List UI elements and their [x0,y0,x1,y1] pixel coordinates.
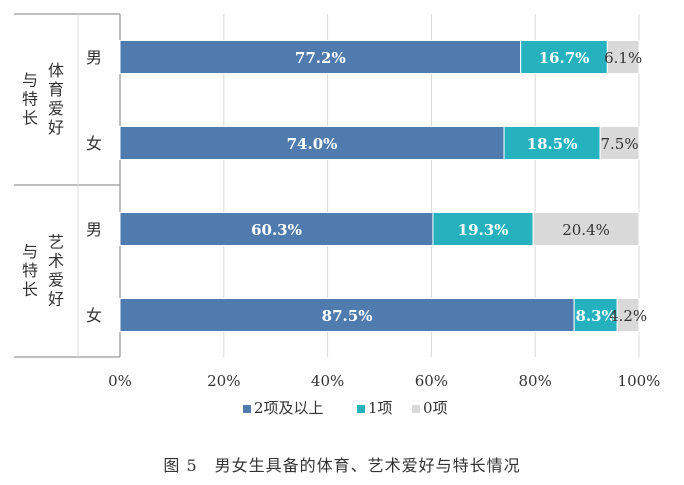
data-label: 19.3% [458,221,509,239]
bar-segment [520,40,608,74]
x-tick-label: 100% [618,372,661,390]
bar-segment [606,40,640,74]
bar-segment [503,126,601,160]
data-label: 18.5% [527,135,578,153]
data-label: 7.5% [600,135,638,153]
bar-segment [573,298,618,332]
category-label: 女 [86,134,102,153]
bar-segment [432,212,534,246]
bar-segment [119,298,575,332]
data-label: 87.5% [322,307,373,325]
bar-segment [119,126,505,160]
x-tick-label: 40% [311,372,344,390]
x-tick-label: 80% [519,372,552,390]
data-label: 16.7% [539,49,590,67]
legend-label: 0项 [423,399,448,417]
figure-caption: 图 5 男女生具备的体育、艺术爱好与特长情况 [163,456,521,475]
data-label: 20.4% [562,221,610,239]
legend-label: 1项 [368,399,393,417]
x-tick-label: 60% [415,372,448,390]
category-label: 男 [86,220,102,239]
data-label: 60.3% [251,221,302,239]
group-label: 与特长 [22,242,38,299]
bar-segment [599,126,640,160]
data-label: 74.0% [287,135,338,153]
legend-swatch [412,405,420,413]
data-label: 4.2% [609,307,647,325]
data-label: 8.3% [575,307,615,325]
bar-segment [616,298,640,332]
legend-label: 2项及以上 [254,399,324,417]
legend-swatch [357,405,365,413]
data-label: 77.2% [295,49,346,67]
group-label: 艺术爱好 [48,232,64,308]
bar-segment [532,212,640,246]
data-label: 6.1% [604,49,642,67]
group-label: 与特长 [22,70,38,127]
group-label: 体育爱好 [48,61,64,137]
category-label: 男 [86,48,102,67]
category-label: 女 [86,306,102,325]
legend-swatch [243,405,251,413]
x-tick-label: 0% [108,372,132,390]
bar-segment [119,212,434,246]
x-tick-label: 20% [207,372,240,390]
